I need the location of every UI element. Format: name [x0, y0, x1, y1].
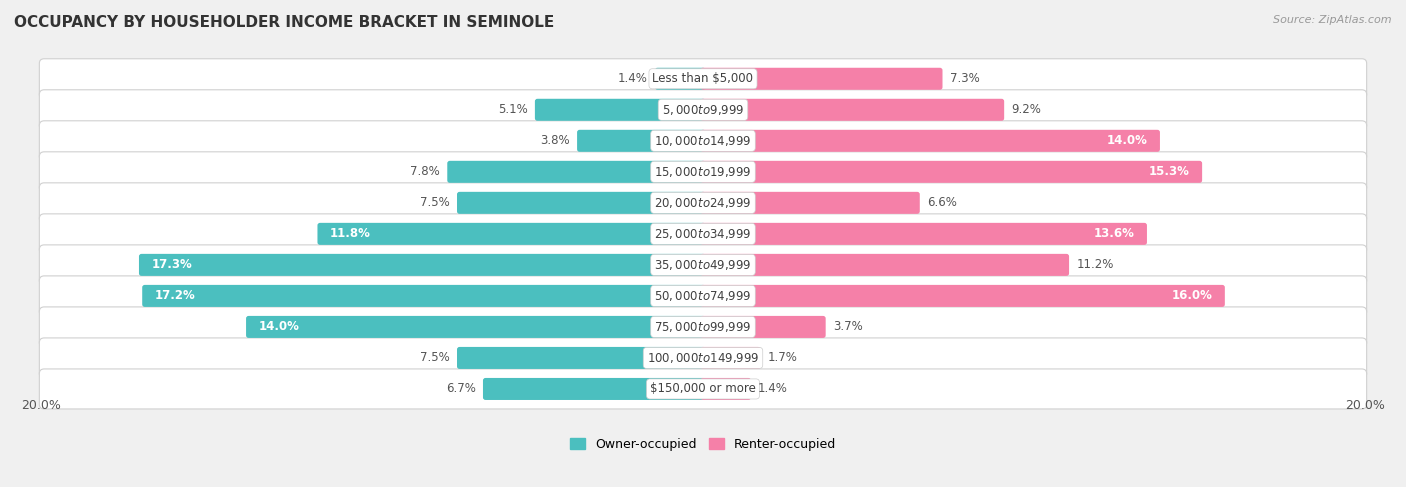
FancyBboxPatch shape: [700, 130, 1160, 152]
Text: $75,000 to $99,999: $75,000 to $99,999: [654, 320, 752, 334]
Text: 1.4%: 1.4%: [758, 382, 787, 395]
FancyBboxPatch shape: [39, 369, 1367, 409]
FancyBboxPatch shape: [39, 307, 1367, 347]
FancyBboxPatch shape: [700, 192, 920, 214]
FancyBboxPatch shape: [700, 316, 825, 338]
Text: 13.6%: 13.6%: [1094, 227, 1135, 241]
Text: 9.2%: 9.2%: [1011, 103, 1042, 116]
FancyBboxPatch shape: [39, 183, 1367, 223]
Text: 7.3%: 7.3%: [949, 72, 980, 85]
FancyBboxPatch shape: [142, 285, 706, 307]
FancyBboxPatch shape: [39, 276, 1367, 316]
FancyBboxPatch shape: [700, 347, 761, 369]
Text: 7.5%: 7.5%: [420, 352, 450, 364]
Text: $20,000 to $24,999: $20,000 to $24,999: [654, 196, 752, 210]
Text: 1.4%: 1.4%: [619, 72, 648, 85]
FancyBboxPatch shape: [700, 285, 1225, 307]
Text: $15,000 to $19,999: $15,000 to $19,999: [654, 165, 752, 179]
FancyBboxPatch shape: [457, 347, 706, 369]
Text: 1.7%: 1.7%: [768, 352, 797, 364]
FancyBboxPatch shape: [39, 121, 1367, 161]
Text: 17.3%: 17.3%: [152, 259, 193, 271]
Text: 17.2%: 17.2%: [155, 289, 195, 302]
Text: 7.8%: 7.8%: [411, 165, 440, 178]
Text: 6.7%: 6.7%: [446, 382, 475, 395]
FancyBboxPatch shape: [39, 245, 1367, 285]
FancyBboxPatch shape: [655, 68, 706, 90]
FancyBboxPatch shape: [139, 254, 706, 276]
Text: Less than $5,000: Less than $5,000: [652, 72, 754, 85]
FancyBboxPatch shape: [700, 223, 1147, 245]
Text: 20.0%: 20.0%: [21, 399, 62, 412]
FancyBboxPatch shape: [39, 90, 1367, 130]
Text: 14.0%: 14.0%: [259, 320, 299, 334]
Text: 16.0%: 16.0%: [1171, 289, 1212, 302]
FancyBboxPatch shape: [700, 161, 1202, 183]
Text: $150,000 or more: $150,000 or more: [650, 382, 756, 395]
Text: Source: ZipAtlas.com: Source: ZipAtlas.com: [1274, 15, 1392, 25]
FancyBboxPatch shape: [576, 130, 706, 152]
FancyBboxPatch shape: [700, 254, 1069, 276]
Text: 15.3%: 15.3%: [1149, 165, 1189, 178]
Text: $100,000 to $149,999: $100,000 to $149,999: [647, 351, 759, 365]
Text: 14.0%: 14.0%: [1107, 134, 1147, 147]
FancyBboxPatch shape: [457, 192, 706, 214]
FancyBboxPatch shape: [700, 378, 751, 400]
Text: OCCUPANCY BY HOUSEHOLDER INCOME BRACKET IN SEMINOLE: OCCUPANCY BY HOUSEHOLDER INCOME BRACKET …: [14, 15, 554, 30]
Text: 6.6%: 6.6%: [927, 196, 957, 209]
Legend: Owner-occupied, Renter-occupied: Owner-occupied, Renter-occupied: [569, 438, 837, 450]
FancyBboxPatch shape: [318, 223, 706, 245]
FancyBboxPatch shape: [39, 152, 1367, 192]
Text: 5.1%: 5.1%: [498, 103, 527, 116]
FancyBboxPatch shape: [447, 161, 706, 183]
Text: 11.8%: 11.8%: [330, 227, 371, 241]
Text: 7.5%: 7.5%: [420, 196, 450, 209]
Text: 3.8%: 3.8%: [540, 134, 569, 147]
Text: $35,000 to $49,999: $35,000 to $49,999: [654, 258, 752, 272]
Text: $5,000 to $9,999: $5,000 to $9,999: [662, 103, 744, 117]
Text: 3.7%: 3.7%: [832, 320, 862, 334]
FancyBboxPatch shape: [39, 214, 1367, 254]
Text: $25,000 to $34,999: $25,000 to $34,999: [654, 227, 752, 241]
FancyBboxPatch shape: [246, 316, 706, 338]
FancyBboxPatch shape: [700, 68, 942, 90]
Text: $10,000 to $14,999: $10,000 to $14,999: [654, 134, 752, 148]
Text: $50,000 to $74,999: $50,000 to $74,999: [654, 289, 752, 303]
FancyBboxPatch shape: [484, 378, 706, 400]
FancyBboxPatch shape: [39, 338, 1367, 378]
FancyBboxPatch shape: [39, 59, 1367, 99]
FancyBboxPatch shape: [700, 99, 1004, 121]
Text: 20.0%: 20.0%: [1344, 399, 1385, 412]
Text: 11.2%: 11.2%: [1076, 259, 1114, 271]
FancyBboxPatch shape: [534, 99, 706, 121]
